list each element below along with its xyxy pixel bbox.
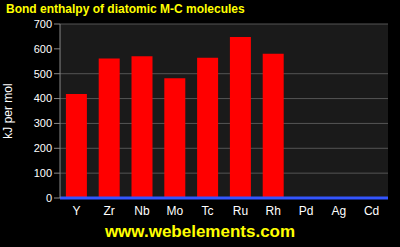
svg-text:Zr: Zr [104,204,115,218]
svg-text:Nb: Nb [134,204,150,218]
svg-text:Y: Y [72,204,80,218]
html-text:www.webelements.com: www.webelements.com [104,222,296,241]
svg-text:Mo: Mo [166,204,183,218]
svg-text:600: 600 [34,43,52,55]
svg-text:Pd: Pd [299,204,314,218]
svg-text:Ru: Ru [233,204,248,218]
svg-text:300: 300 [34,117,52,129]
svg-text:Cd: Cd [364,204,379,218]
svg-text:700: 700 [34,18,52,30]
svg-text:Rh: Rh [266,204,281,218]
svg-text:kJ per mol: kJ per mol [8,83,15,138]
svg-text:100: 100 [34,167,52,179]
html-text:Bond enthalpy of diatomic M-C: Bond enthalpy of diatomic M-C molecules [6,2,245,16]
svg-text:Ag: Ag [331,204,346,218]
svg-text:Tc: Tc [202,204,214,218]
svg-text:500: 500 [34,68,52,80]
svg-text:0: 0 [46,192,52,204]
svg-text:200: 200 [34,142,52,154]
svg-text:400: 400 [34,92,52,104]
